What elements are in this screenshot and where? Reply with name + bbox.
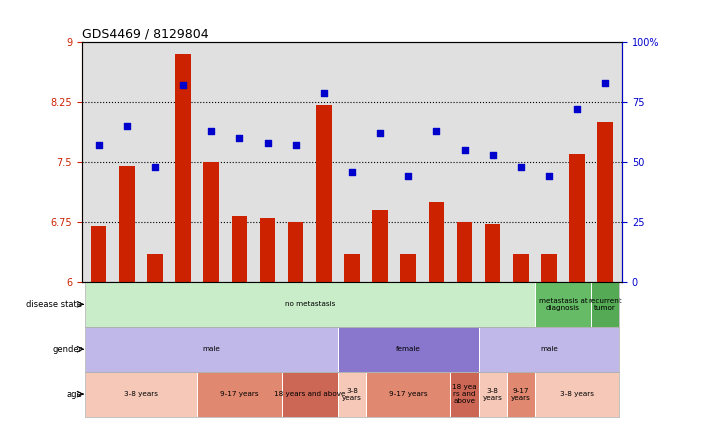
Text: 18 years and above: 18 years and above — [274, 391, 346, 397]
Bar — [338, 327, 479, 372]
Point — [346, 168, 358, 175]
Point — [262, 140, 273, 146]
Bar — [535, 282, 591, 327]
Text: 9-17 years: 9-17 years — [389, 391, 427, 397]
Point — [487, 151, 498, 158]
Point — [93, 142, 105, 149]
Bar — [570, 154, 585, 282]
Bar — [203, 162, 219, 282]
Point — [402, 173, 414, 180]
Bar — [85, 327, 338, 372]
Bar — [344, 254, 360, 282]
Point — [178, 82, 189, 89]
Text: 18 yea
rs and
above: 18 yea rs and above — [452, 384, 477, 404]
Point — [599, 80, 611, 86]
Bar — [176, 54, 191, 282]
Bar — [535, 372, 619, 417]
Bar — [260, 218, 275, 282]
Text: 9-17 years: 9-17 years — [220, 391, 259, 397]
Bar — [282, 372, 338, 417]
Bar — [429, 202, 444, 282]
Bar — [597, 122, 613, 282]
Text: 3-8
years: 3-8 years — [483, 387, 503, 401]
Bar — [479, 327, 619, 372]
Bar — [479, 372, 507, 417]
Text: age: age — [67, 390, 82, 398]
Point — [234, 135, 245, 142]
Bar — [366, 372, 451, 417]
Bar — [456, 222, 472, 282]
Text: 9-17
years: 9-17 years — [511, 387, 530, 401]
Bar — [85, 282, 619, 327]
Bar — [288, 222, 304, 282]
Bar — [85, 327, 619, 372]
Point — [121, 123, 132, 129]
Bar — [85, 282, 535, 327]
Bar — [485, 224, 501, 282]
Bar — [119, 166, 134, 282]
Bar — [373, 210, 387, 282]
Text: recurrent
tumor: recurrent tumor — [589, 298, 622, 311]
Bar — [85, 372, 197, 417]
Bar — [541, 254, 557, 282]
Text: male: male — [203, 346, 220, 352]
Text: 3-8 years: 3-8 years — [124, 391, 158, 397]
Text: 3-8 years: 3-8 years — [560, 391, 594, 397]
Text: gender: gender — [52, 345, 82, 354]
Point — [205, 128, 217, 135]
Bar — [451, 372, 479, 417]
Bar — [147, 254, 163, 282]
Bar — [513, 254, 528, 282]
Point — [431, 128, 442, 135]
Text: female: female — [396, 346, 421, 352]
Bar — [338, 372, 366, 417]
Point — [515, 164, 526, 170]
Bar — [316, 104, 331, 282]
Text: 3-8
years: 3-8 years — [342, 387, 362, 401]
Point — [459, 147, 470, 154]
Text: metastasis at
diagnosis: metastasis at diagnosis — [539, 298, 587, 311]
Text: disease state: disease state — [26, 300, 82, 309]
Point — [543, 173, 555, 180]
Bar — [507, 372, 535, 417]
Text: male: male — [540, 346, 558, 352]
Text: no metastasis: no metastasis — [284, 301, 335, 308]
Bar — [197, 372, 282, 417]
Bar — [400, 254, 416, 282]
Point — [318, 89, 329, 96]
Bar — [232, 217, 247, 282]
Point — [149, 164, 161, 170]
Point — [375, 130, 386, 137]
Bar — [91, 226, 107, 282]
Point — [290, 142, 301, 149]
Bar — [591, 282, 619, 327]
Bar — [85, 372, 619, 417]
Point — [572, 106, 583, 113]
Text: GDS4469 / 8129804: GDS4469 / 8129804 — [82, 27, 208, 40]
